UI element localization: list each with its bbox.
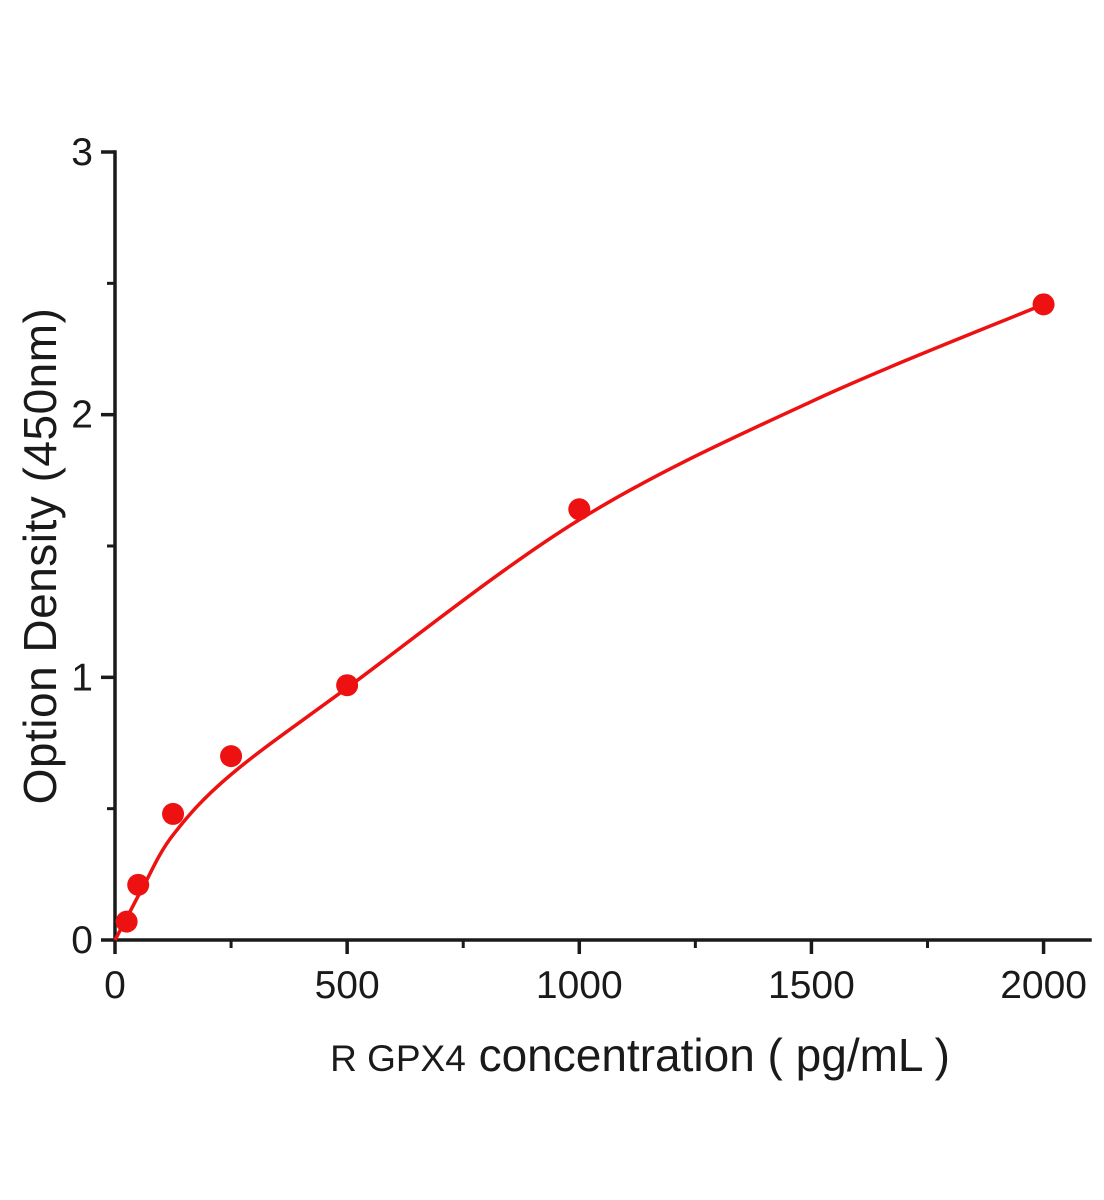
y-axis-label-text: Option Density (450nm) (14, 307, 66, 805)
x-tick-label: 2000 (1000, 964, 1087, 1007)
x-axis-label: R GPX4 concentration ( pg/mL ) (330, 1028, 950, 1082)
axis-lines (113, 150, 1092, 942)
data-point (162, 802, 185, 825)
y-axis-label: Option Density (450nm) (13, 308, 67, 805)
y-tick-label: 0 (71, 919, 93, 962)
x-tick-label: 500 (315, 964, 380, 1007)
x-tick-label: 1500 (768, 964, 855, 1007)
data-point (1032, 293, 1055, 316)
data-point (568, 498, 591, 521)
y-tick-label: 3 (71, 131, 93, 174)
data-point (220, 745, 243, 768)
x-axis-label-text: concentration ( pg/mL ) (465, 1029, 950, 1081)
data-point (336, 674, 359, 697)
y-tick-label: 2 (71, 394, 93, 437)
x-axis-label-prefix: R GPX4 (330, 1038, 466, 1079)
x-tick-label: 0 (104, 964, 126, 1007)
data-point (127, 873, 150, 896)
fit-curve (113, 302, 1045, 941)
x-tick-label: 1000 (536, 964, 623, 1007)
y-tick-label: 1 (71, 656, 93, 699)
data-point (115, 910, 138, 933)
